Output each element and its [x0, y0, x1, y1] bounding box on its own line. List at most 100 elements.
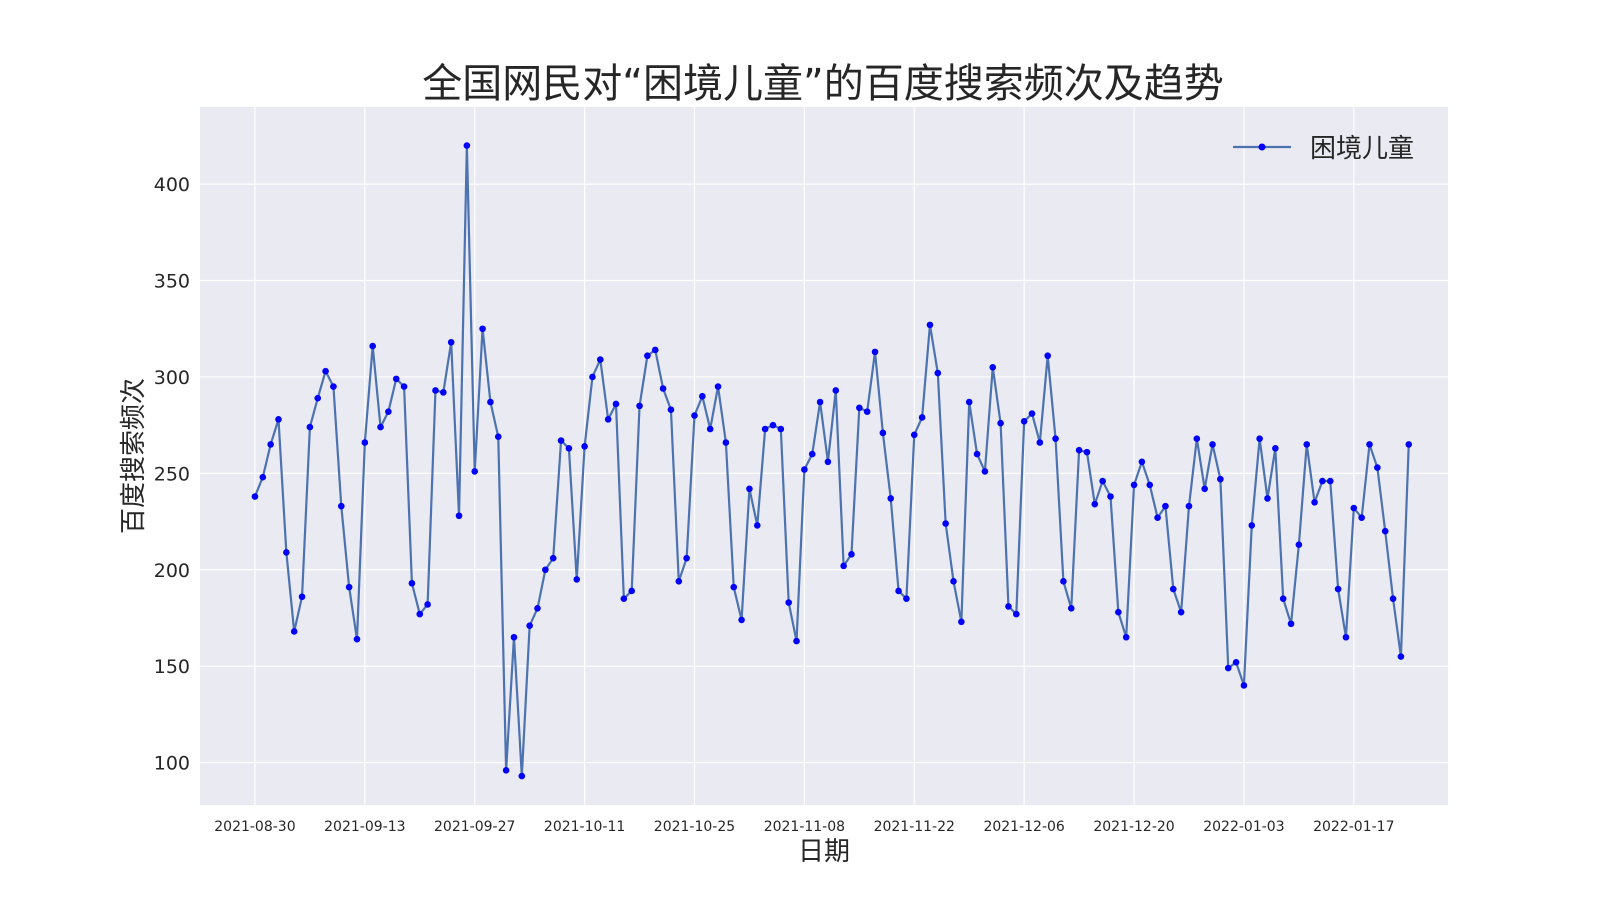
data-point [1005, 603, 1012, 610]
data-point [871, 348, 879, 356]
data-point [675, 578, 683, 585]
data-point [973, 450, 981, 458]
x-tick-label: 2021-11-22 [874, 819, 955, 835]
series-line [253, 144, 1410, 778]
data-point [494, 433, 502, 441]
data-point [510, 633, 518, 641]
data-point [400, 383, 408, 390]
data-point [377, 423, 384, 431]
data-point [1279, 595, 1287, 602]
x-tick-label: 2021-12-20 [1093, 819, 1174, 835]
data-point [330, 383, 337, 390]
data-point [275, 416, 282, 423]
x-tick-label: 2021-10-25 [654, 819, 735, 835]
data-point [1122, 633, 1130, 641]
plot-area [200, 107, 1448, 805]
x-axis-label: 日期 [798, 837, 850, 867]
data-point [1374, 464, 1381, 471]
data-point [1389, 595, 1397, 602]
y-tick-label: 150 [154, 656, 190, 678]
data-point [557, 437, 565, 444]
data-point [1264, 495, 1271, 502]
data-point [785, 599, 792, 606]
data-point [549, 554, 557, 562]
data-point [604, 416, 612, 423]
data-point [306, 423, 314, 431]
data-point [589, 373, 596, 381]
y-tick-label: 100 [154, 753, 190, 775]
data-point [848, 551, 855, 558]
data-point [965, 398, 973, 406]
data-point [1075, 446, 1083, 454]
data-point [1303, 441, 1311, 448]
data-point [926, 321, 934, 329]
data-point [1107, 493, 1114, 500]
data-point [1366, 441, 1373, 448]
data-point [997, 419, 1004, 427]
data-point [824, 458, 832, 466]
data-point [1342, 633, 1350, 641]
data-point [1201, 485, 1208, 493]
data-point [337, 502, 345, 510]
data-point [1052, 435, 1059, 442]
data-point [1224, 664, 1232, 672]
series-layer [251, 142, 1413, 780]
data-point [1334, 585, 1342, 593]
data-point [1130, 481, 1138, 489]
x-tick-label: 2021-12-06 [983, 819, 1064, 835]
data-point [597, 356, 604, 363]
data-point [636, 402, 643, 410]
data-point [1256, 435, 1263, 442]
data-point [714, 383, 722, 390]
data-point [251, 493, 259, 500]
data-point [1091, 500, 1099, 508]
data-point [1138, 458, 1146, 466]
data-point [259, 473, 267, 481]
data-point [1185, 502, 1193, 510]
data-point [353, 635, 361, 643]
y-axis-label: 百度搜索频次 [119, 378, 149, 534]
data-point [534, 605, 541, 612]
y-tick-label: 400 [154, 174, 190, 196]
data-point [856, 404, 863, 412]
data-point [1146, 481, 1154, 489]
data-point [753, 522, 761, 529]
data-point [385, 408, 392, 415]
x-tick-label: 2021-10-11 [544, 819, 625, 835]
data-point [840, 562, 847, 570]
data-point [730, 583, 738, 591]
data-point [1311, 498, 1318, 506]
data-point [746, 485, 753, 493]
data-point [934, 369, 942, 377]
data-point [416, 610, 424, 618]
data-point [314, 394, 322, 402]
data-point [369, 342, 376, 350]
data-point [699, 392, 706, 400]
data-point [879, 429, 887, 437]
data-point [1358, 514, 1365, 521]
x-tick-label: 2022-01-17 [1313, 819, 1394, 835]
data-point [518, 772, 526, 780]
data-point [1240, 682, 1248, 689]
data-point [863, 408, 871, 415]
data-point [942, 520, 949, 527]
data-point [1248, 522, 1256, 529]
data-point [950, 578, 957, 585]
y-tick-label: 300 [154, 367, 190, 389]
data-point [738, 616, 745, 624]
data-point [1169, 585, 1177, 593]
data-point [1319, 477, 1326, 485]
chart-title: 全国网民对“困境儿童”的百度搜索频次及趋势 [422, 61, 1223, 107]
tick-labels: 100 150 200 250 300 350 400 2021-08-30 2021-09-1… [154, 174, 1395, 835]
data-point [502, 766, 510, 774]
data-point [1232, 659, 1240, 666]
data-point [1154, 514, 1161, 521]
data-point [801, 466, 808, 473]
data-point [290, 628, 298, 635]
data-point [1060, 578, 1067, 585]
data-point [298, 593, 306, 601]
data-point [769, 421, 777, 429]
data-point [1381, 527, 1389, 535]
legend-label: 困境儿童 [1310, 134, 1414, 164]
